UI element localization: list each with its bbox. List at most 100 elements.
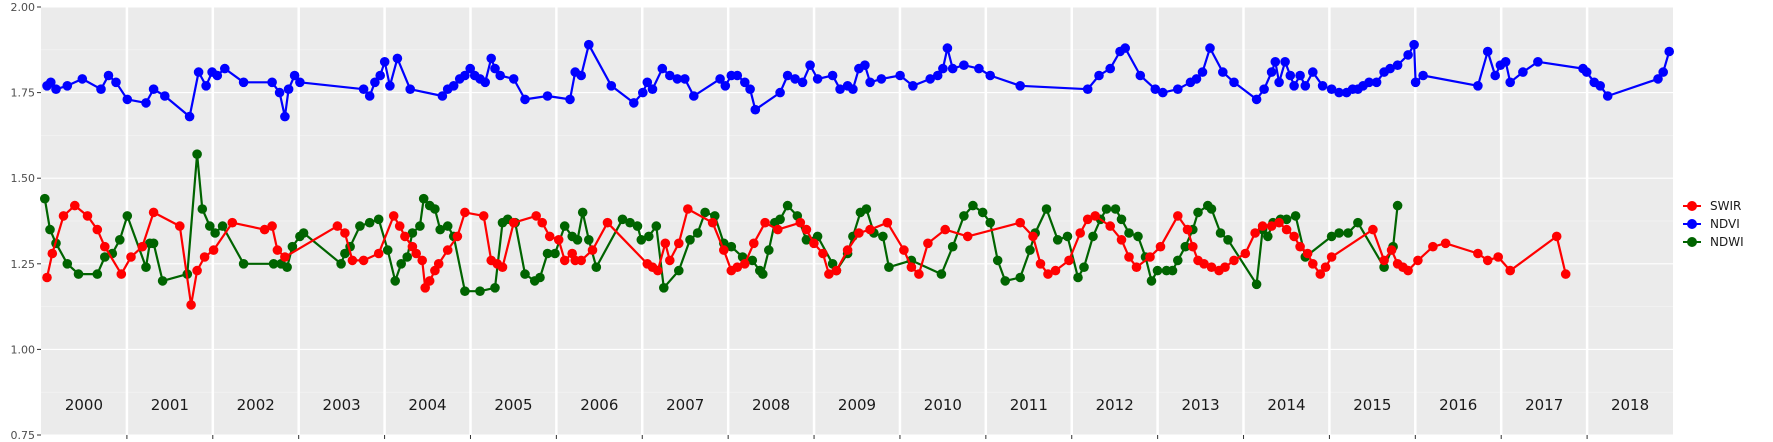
data-point-ndwi [45, 224, 55, 235]
data-point-ndwi [122, 211, 133, 221]
data-point-ndvi [96, 84, 106, 94]
year-label: 2003 [323, 396, 361, 414]
data-point-swir [137, 241, 148, 252]
data-point-swir [1493, 252, 1503, 262]
data-point-ndwi [1290, 211, 1301, 221]
data-point-swir [347, 255, 358, 266]
data-point-ndvi [375, 70, 386, 81]
data-point-ndwi [542, 248, 553, 259]
data-point-ndvi [274, 87, 285, 98]
year-label: 2005 [494, 396, 532, 414]
data-point-swir [1015, 217, 1025, 228]
data-point-ndwi [577, 207, 588, 218]
data-point-ndvi [46, 77, 56, 88]
data-point-swir [1560, 269, 1571, 279]
data-point-ndwi [1180, 241, 1191, 252]
data-point-ndvi [629, 98, 639, 108]
data-point-ndvi [508, 74, 519, 84]
data-point-swir [1043, 269, 1053, 279]
data-point-ndvi [1334, 87, 1344, 98]
data-point-swir [373, 248, 384, 259]
year-label: 2006 [580, 396, 618, 414]
data-point-ndvi [486, 53, 497, 64]
data-point-ndwi [62, 259, 73, 269]
data-point-ndwi [475, 286, 485, 297]
data-point-ndvi [584, 39, 594, 50]
data-point-ndwi [382, 245, 393, 255]
data-point-ndwi [535, 272, 545, 283]
data-point-swir [537, 217, 547, 228]
data-point-ndvi [495, 70, 506, 81]
data-point-swir [674, 238, 684, 249]
data-point-ndvi [865, 77, 875, 88]
data-point-ndvi [672, 74, 683, 84]
data-point-swir [460, 207, 470, 218]
data-point-ndwi [617, 214, 628, 225]
data-point-ndvi [1482, 46, 1493, 57]
data-point-ndvi [1289, 81, 1299, 91]
data-point-swir [116, 269, 127, 279]
data-point-ndwi [1152, 265, 1163, 276]
data-point-ndwi [1263, 231, 1273, 242]
data-point-swir [1075, 228, 1085, 238]
data-point-ndwi [959, 211, 969, 221]
year-labels: 2000 2001 2002 2003 2004 2005 2006 2007 2008 2009… [65, 396, 1649, 414]
data-point-ndwi [559, 221, 570, 231]
data-point-ndvi [942, 43, 953, 53]
data-point-ndwi [1110, 204, 1121, 214]
data-point-ndwi [1079, 262, 1089, 273]
data-point-swir [719, 245, 729, 255]
year-label: 2007 [666, 396, 704, 414]
data-point-ndvi [848, 84, 858, 94]
data-point-ndwi [373, 214, 384, 225]
data-point-ndvi [642, 77, 653, 88]
data-point-ndvi [193, 67, 204, 77]
data-point-ndvi [1473, 81, 1483, 91]
data-point-ndvi [405, 84, 416, 94]
data-point-ndvi [1581, 67, 1592, 77]
data-point-ndvi [289, 70, 300, 81]
data-point-swir [452, 231, 463, 242]
data-point-swir [683, 204, 693, 214]
legend-key-point [1687, 237, 1697, 247]
data-point-ndwi [238, 259, 249, 269]
data-point-swir [740, 259, 750, 269]
data-point-ndwi [490, 283, 500, 293]
data-point-ndvi [1505, 77, 1515, 88]
data-point-swir [818, 248, 828, 259]
data-point-ndwi [115, 235, 125, 245]
data-point-ndwi [1116, 214, 1127, 225]
data-point-swir [1505, 265, 1515, 276]
data-point-ndvi [1251, 94, 1262, 105]
data-point-ndvi [103, 70, 114, 81]
data-point-ndwi [1073, 272, 1083, 283]
data-point-ndwi [1167, 265, 1178, 276]
data-point-ndvi [1266, 67, 1277, 77]
data-point-ndwi [747, 255, 758, 266]
data-point-swir [773, 224, 783, 235]
data-point-ndvi [985, 70, 995, 81]
data-point-ndvi [1500, 57, 1511, 67]
data-point-ndvi [1280, 57, 1290, 67]
data-point-ndvi [565, 94, 575, 105]
data-point-swir [760, 217, 770, 228]
data-point-ndvi [1403, 50, 1413, 60]
data-point-ndwi [407, 228, 418, 238]
data-point-swir [70, 200, 80, 211]
data-point-ndwi [651, 221, 662, 231]
data-point-ndvi [122, 94, 133, 105]
data-point-swir [442, 245, 453, 255]
data-point-ndvi [932, 70, 943, 81]
data-point-ndvi [689, 91, 699, 101]
data-point-ndvi [750, 104, 761, 115]
data-point-ndwi [801, 235, 812, 245]
data-point-ndvi [1015, 81, 1025, 91]
data-point-ndwi [100, 252, 110, 262]
data-point-ndwi [584, 235, 594, 245]
data-point-ndwi [1343, 228, 1353, 238]
data-point-ndwi [298, 228, 309, 238]
data-point-swir [1403, 265, 1413, 276]
data-point-swir [749, 238, 759, 249]
data-point-swir [1035, 259, 1046, 269]
